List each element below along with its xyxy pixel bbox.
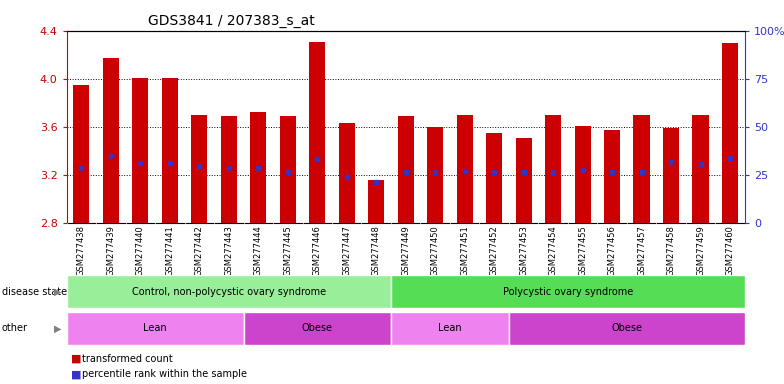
Bar (191, 115, 208, 223)
Text: GSM277453: GSM277453 (519, 225, 528, 276)
Text: disease state: disease state (2, 287, 67, 297)
Text: Control, non-polycystic ovary syndrome: Control, non-polycystic ovary syndrome (132, 287, 326, 297)
Text: transformed count: transformed count (82, 354, 173, 364)
Text: Polycystic ovary syndrome: Polycystic ovary syndrome (503, 287, 633, 297)
Text: GSM277458: GSM277458 (666, 225, 676, 276)
Text: GSM277460: GSM277460 (725, 225, 735, 276)
Text: GSM277441: GSM277441 (165, 225, 174, 276)
Bar (516, 137, 532, 223)
Bar (509, 312, 745, 345)
Text: GSM277446: GSM277446 (313, 225, 321, 276)
Bar (663, 128, 679, 223)
Text: GSM277448: GSM277448 (372, 225, 381, 276)
Bar (545, 115, 561, 223)
Text: GSM277450: GSM277450 (430, 225, 440, 276)
Text: GSM277455: GSM277455 (578, 225, 587, 276)
Bar (73, 85, 89, 223)
Bar (604, 130, 620, 223)
Bar (368, 179, 384, 223)
Bar (162, 78, 178, 223)
Text: GSM277445: GSM277445 (283, 225, 292, 276)
Text: GSM277452: GSM277452 (490, 225, 499, 276)
Text: GSM277442: GSM277442 (194, 225, 204, 276)
Bar (391, 275, 745, 308)
Bar (309, 41, 325, 223)
Bar (250, 112, 267, 223)
Bar (456, 115, 473, 223)
Bar (486, 133, 503, 223)
Text: GSM277457: GSM277457 (637, 225, 646, 276)
Bar (221, 116, 237, 223)
Text: GSM277447: GSM277447 (343, 225, 351, 276)
Bar (132, 78, 148, 223)
Text: GSM277439: GSM277439 (107, 225, 115, 276)
Bar (103, 58, 119, 223)
Text: GSM277451: GSM277451 (460, 225, 469, 276)
Bar (339, 123, 355, 223)
Text: ▶: ▶ (53, 323, 61, 333)
Bar (633, 115, 650, 223)
Bar (67, 275, 391, 308)
Text: GSM277454: GSM277454 (549, 225, 557, 276)
Bar (692, 115, 709, 223)
Bar (397, 116, 414, 223)
Text: GSM277456: GSM277456 (608, 225, 617, 276)
Text: ▶: ▶ (53, 287, 61, 297)
Text: ■: ■ (71, 354, 81, 364)
Text: GSM277444: GSM277444 (254, 225, 263, 276)
Bar (67, 312, 244, 345)
Text: other: other (2, 323, 27, 333)
Text: GDS3841 / 207383_s_at: GDS3841 / 207383_s_at (148, 14, 314, 28)
Text: Lean: Lean (143, 323, 167, 333)
Text: GSM277449: GSM277449 (401, 225, 410, 276)
Text: Obese: Obese (302, 323, 332, 333)
Text: GSM277438: GSM277438 (77, 225, 86, 276)
Bar (280, 116, 296, 223)
Text: GSM277443: GSM277443 (224, 225, 234, 276)
Text: Obese: Obese (612, 323, 642, 333)
Bar (722, 43, 739, 223)
Text: GSM277440: GSM277440 (136, 225, 145, 276)
Text: ■: ■ (71, 369, 81, 379)
Bar (575, 126, 590, 223)
Bar (244, 312, 391, 345)
Text: GSM277459: GSM277459 (696, 225, 705, 276)
Text: percentile rank within the sample: percentile rank within the sample (82, 369, 247, 379)
Bar (427, 127, 443, 223)
Bar (391, 312, 509, 345)
Text: Lean: Lean (438, 323, 462, 333)
